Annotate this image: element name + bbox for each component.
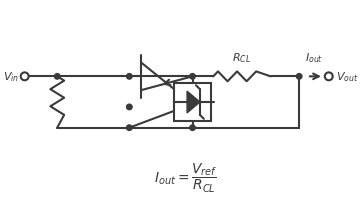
Polygon shape <box>187 92 200 113</box>
Circle shape <box>190 74 195 80</box>
Circle shape <box>21 73 29 81</box>
Circle shape <box>190 125 195 131</box>
Circle shape <box>296 74 302 80</box>
Bar <box>174 84 211 121</box>
Text: $I_{out} = \dfrac{V_{ref}}{R_{CL}}$: $I_{out} = \dfrac{V_{ref}}{R_{CL}}$ <box>154 161 217 194</box>
Text: $I_{out}$: $I_{out}$ <box>305 52 323 65</box>
Text: $V_{in}$: $V_{in}$ <box>3 70 19 84</box>
Circle shape <box>127 74 132 80</box>
Text: $R_{CL}$: $R_{CL}$ <box>232 52 252 65</box>
Circle shape <box>54 74 60 80</box>
Circle shape <box>325 73 333 81</box>
Text: $V_{out}$: $V_{out}$ <box>336 70 358 84</box>
Circle shape <box>127 125 132 131</box>
Circle shape <box>127 105 132 110</box>
